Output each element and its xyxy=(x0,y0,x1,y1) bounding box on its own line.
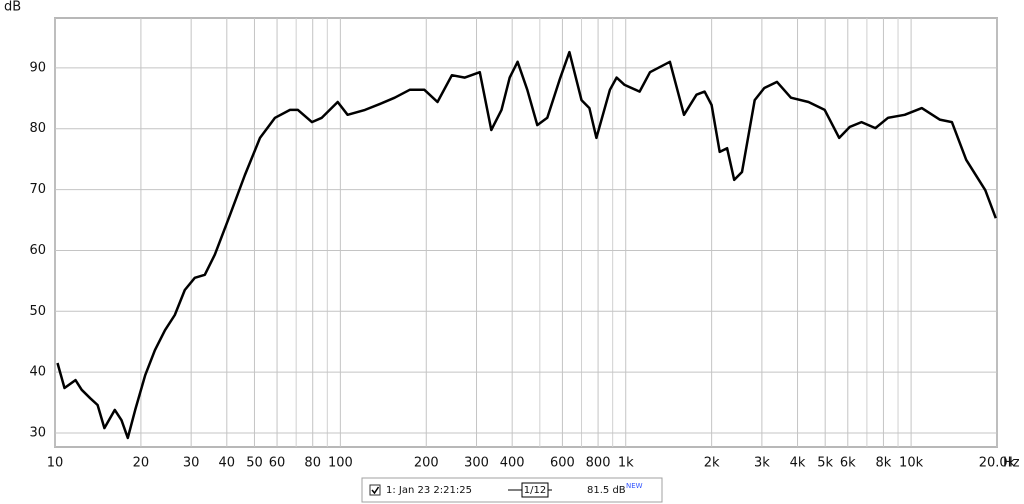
checkbox[interactable] xyxy=(369,484,381,496)
x-tick-label: 600 xyxy=(550,456,575,471)
x-tick-label: 20 xyxy=(133,456,150,471)
x-tick-label: 40 xyxy=(219,456,236,471)
x-tick-label: 2k xyxy=(704,456,720,471)
x-tick-label: 80 xyxy=(304,456,321,471)
y-axis-label: dB xyxy=(4,0,21,15)
x-tick-label: 1k xyxy=(618,456,634,471)
x-tick-label: 100 xyxy=(328,456,353,471)
smoothing-box[interactable] xyxy=(521,482,549,498)
x-tick-label: 3k xyxy=(754,456,770,471)
x-tick-label: 4k xyxy=(790,456,806,471)
y-tick-label: 70 xyxy=(29,182,46,197)
legend-entry: 1: Jan 23 2:21:25 xyxy=(386,485,472,496)
x-tick-label: 6k xyxy=(840,456,856,471)
x-tick-label: 50 xyxy=(246,456,263,471)
y-tick-label: 40 xyxy=(29,365,46,380)
y-tick-label: 90 xyxy=(29,60,46,75)
legend: 1: Jan 23 2:21:25 1/12 81.5 dB NEW xyxy=(361,477,663,503)
checkbox-tick xyxy=(371,486,380,495)
x-tick-label: 8k xyxy=(876,456,892,471)
x-tick-label: 5k xyxy=(817,456,833,471)
x-tick-label: 20.0k xyxy=(979,456,1016,471)
x-tick-label: 800 xyxy=(586,456,611,471)
y-tick-label: 50 xyxy=(29,304,46,319)
y-tick-label: 60 xyxy=(29,243,46,258)
x-tick-label: 300 xyxy=(464,456,489,471)
smoothing: 1/12 xyxy=(524,485,546,496)
level: 81.5 dB xyxy=(587,485,626,496)
y-tick-label: 30 xyxy=(29,426,46,441)
x-tick-label: 60 xyxy=(269,456,286,471)
x-tick-label: 30 xyxy=(183,456,200,471)
x-tick-label: 10k xyxy=(899,456,924,471)
response-curve xyxy=(56,50,997,440)
x-tick-label: 400 xyxy=(500,456,525,471)
x-tick-label: 200 xyxy=(414,456,439,471)
x-tick-label: 10 xyxy=(47,456,64,471)
new-badge: NEW xyxy=(626,482,643,490)
y-tick-label: 80 xyxy=(29,121,46,136)
x-axis-unit: Hz xyxy=(1003,456,1020,471)
